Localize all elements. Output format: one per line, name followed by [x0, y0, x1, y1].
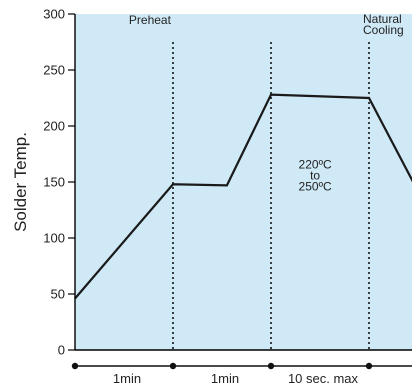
annotation-line: Natural — [363, 12, 402, 26]
y-tick-label: 50 — [51, 287, 65, 302]
y-tick-label: 300 — [43, 7, 65, 22]
time-marker-dot — [267, 362, 275, 370]
time-marker-dot — [71, 362, 79, 370]
annotation-line: Cooling — [363, 23, 404, 37]
y-tick-label: 150 — [43, 175, 65, 190]
temperature-profile-line — [74, 93, 412, 300]
chart-annotations: Preheat Natural Cooling 220ºC to 250ºC — [129, 12, 404, 194]
duration-label: 1min — [113, 371, 141, 386]
y-tick-label: 0 — [58, 343, 65, 358]
peak-temp-range-label: 220ºC to 250ºC — [299, 158, 332, 194]
y-tick-label: 100 — [43, 231, 65, 246]
y-axis: 0 50 100 150 200 250 300 — [43, 7, 412, 358]
time-axis: 1min 1min 10 sec. max — [71, 362, 412, 386]
duration-label: 10 sec. max — [288, 371, 359, 386]
y-tick-label: 200 — [43, 119, 65, 134]
y-tick-label: 250 — [43, 63, 65, 78]
natural-cooling-label: Natural Cooling — [363, 12, 404, 37]
y-axis-label: Solder Temp. — [11, 132, 30, 232]
preheat-label: Preheat — [129, 13, 172, 27]
annotation-line: 220ºC — [299, 158, 332, 172]
plot-background — [75, 14, 412, 350]
time-marker-dot — [365, 362, 373, 370]
annotation-line: 250ºC — [299, 180, 332, 194]
annotation-line: Preheat — [129, 13, 172, 27]
duration-label: 1min — [211, 371, 239, 386]
annotation-line: to — [310, 169, 320, 183]
time-marker-dot — [169, 362, 177, 370]
phase-boundaries — [172, 42, 370, 350]
